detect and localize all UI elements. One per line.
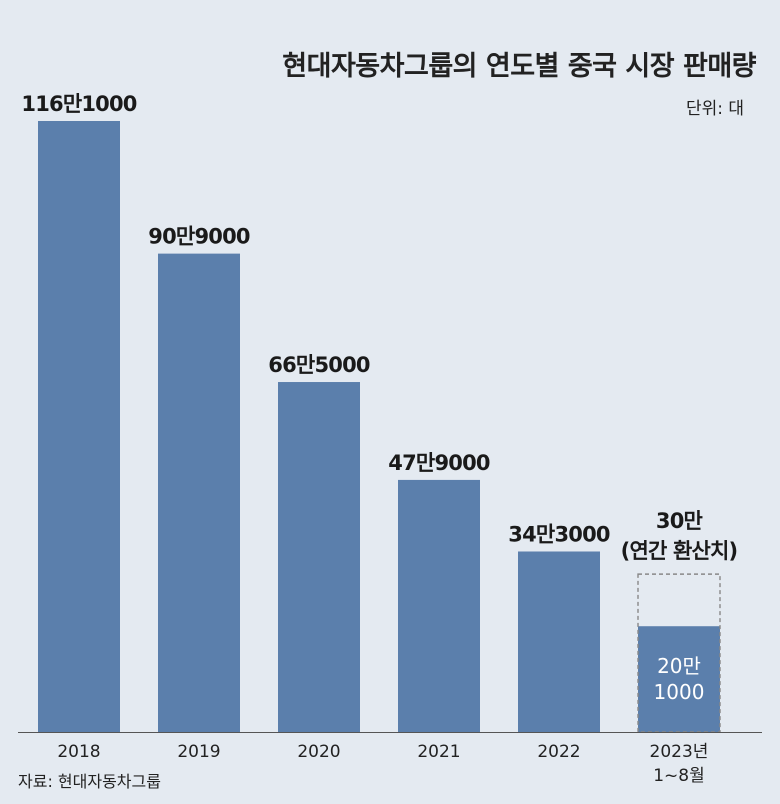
projection-label-1: (연간 환산치) (621, 539, 738, 563)
chart-title: 현대자동차그룹의 연도별 중국 시장 판매량 (282, 51, 756, 82)
bar-2019 (158, 253, 240, 732)
source-note: 자료: 현대자동차그룹 (18, 772, 161, 791)
x-tick-2023-1-8-0: 2023년 (650, 742, 709, 762)
projection-label-0: 30만 (656, 509, 703, 533)
bar-2021 (398, 479, 480, 732)
data-label-2023-1-8-0: 20만 (657, 654, 701, 678)
data-label-2021: 47만9000 (388, 451, 490, 475)
bar-2018 (38, 121, 120, 732)
x-tick-2018-0: 2018 (57, 742, 100, 762)
data-label-2019: 90만9000 (148, 225, 250, 249)
bar-2022 (518, 551, 600, 732)
data-label-2018: 116만1000 (21, 92, 136, 116)
bar-2023-1-8 (638, 626, 720, 732)
unit-label: 단위: 대 (685, 99, 744, 119)
data-label-2020: 66만5000 (268, 353, 370, 377)
x-tick-2023-1-8-1: 1~8월 (653, 766, 705, 786)
x-tick-2021-0: 2021 (417, 742, 460, 762)
x-tick-2019-0: 2019 (177, 742, 220, 762)
data-label-2022: 34만3000 (508, 522, 610, 546)
x-tick-2020-0: 2020 (297, 742, 340, 762)
bar-2020 (278, 382, 360, 732)
data-label-2023-1-8-1: 1000 (654, 680, 705, 704)
x-tick-2022-0: 2022 (537, 742, 580, 762)
